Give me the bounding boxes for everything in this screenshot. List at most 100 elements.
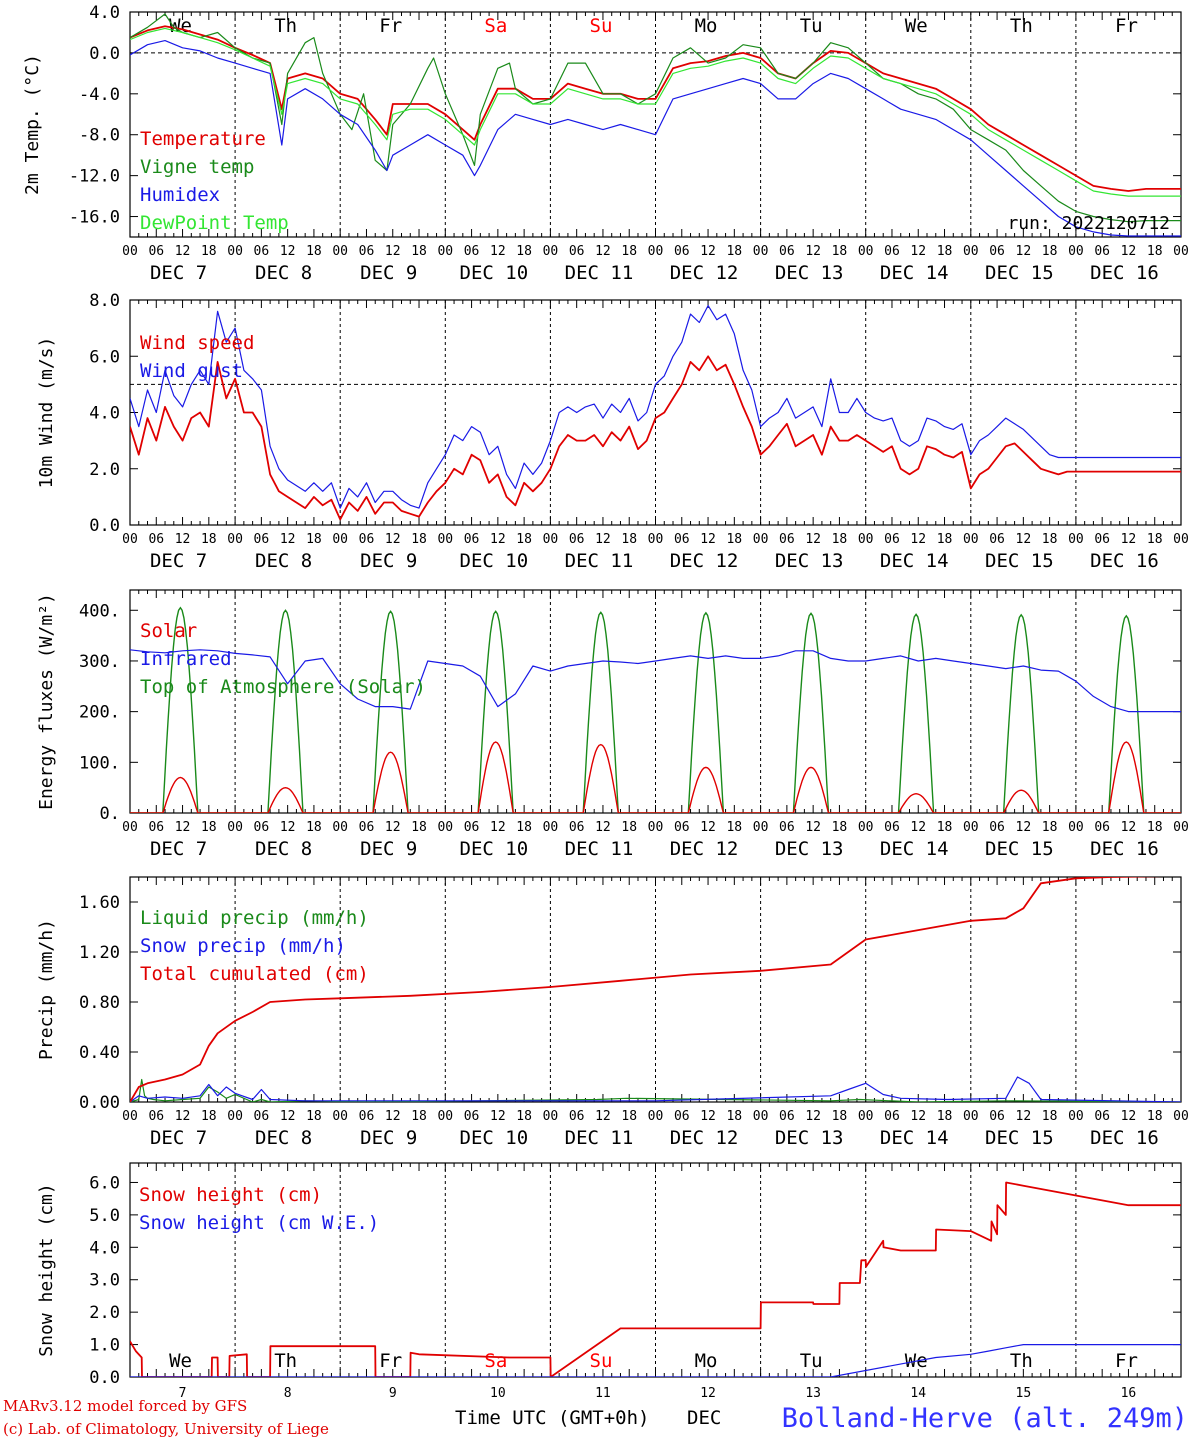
x-tick-label: 00 <box>227 820 243 835</box>
x-tick-label: 06 <box>359 1109 375 1124</box>
day-label: DEC 9 <box>360 550 417 572</box>
x-tick-label: 13 <box>805 1386 821 1401</box>
weekday-label: Su <box>590 15 613 37</box>
x-tick-label: 12 <box>175 532 191 547</box>
x-tick-label: 06 <box>569 532 585 547</box>
x-tick-label: 12 <box>805 1109 821 1124</box>
x-tick-label: 00 <box>753 1109 769 1124</box>
x-tick-label: 00 <box>1173 820 1189 835</box>
day-label: DEC 10 <box>460 1127 529 1149</box>
x-tick-label: 00 <box>963 532 979 547</box>
x-tick-label: 00 <box>332 532 348 547</box>
day-label: DEC 7 <box>150 550 207 572</box>
x-tick-label: 06 <box>359 820 375 835</box>
day-label: DEC 8 <box>255 550 312 572</box>
x-tick-label: 8 <box>284 1386 292 1401</box>
legend-entry: DewPoint Temp <box>140 212 289 234</box>
x-tick-label: 12 <box>280 244 296 259</box>
x-tick-label: 18 <box>621 820 637 835</box>
x-tick-label: 00 <box>648 820 664 835</box>
x-tick-label: 06 <box>148 244 164 259</box>
day-label: DEC 7 <box>150 1127 207 1149</box>
series-line <box>130 40 1181 237</box>
x-tick-label: 00 <box>543 1109 559 1124</box>
day-label: DEC 12 <box>670 1127 739 1149</box>
x-tick-label: 18 <box>1147 820 1163 835</box>
day-label: DEC 7 <box>150 262 207 284</box>
x-tick-label: 06 <box>569 1109 585 1124</box>
x-tick-label: 06 <box>1094 532 1110 547</box>
x-tick-label: 00 <box>227 1109 243 1124</box>
x-tick-label: 06 <box>779 244 795 259</box>
day-label: DEC 10 <box>460 550 529 572</box>
x-tick-label: 12 <box>385 244 401 259</box>
x-tick-label: 06 <box>989 244 1005 259</box>
x-tick-label: 7 <box>179 1386 187 1401</box>
legend-entry: Liquid precip (mm/h) <box>140 907 369 929</box>
x-tick-label: 18 <box>937 820 953 835</box>
day-label: DEC 11 <box>565 1127 634 1149</box>
day-label: DEC 11 <box>565 838 634 860</box>
x-tick-label: 06 <box>359 244 375 259</box>
x-tick-label: 12 <box>490 532 506 547</box>
x-tick-label: 00 <box>543 820 559 835</box>
y-tick-label: 300. <box>79 652 120 672</box>
x-tick-label: 12 <box>910 1109 926 1124</box>
plot-area <box>130 606 1181 813</box>
x-tick-label: 06 <box>1094 244 1110 259</box>
x-tick-label: 12 <box>280 1109 296 1124</box>
x-tick-label: 00 <box>1173 1109 1189 1124</box>
y-tick-label: 4.0 <box>89 1238 120 1258</box>
y-tick-label: -8.0 <box>79 126 120 146</box>
y-tick-label: 2.0 <box>89 1303 120 1323</box>
x-tick-label: 00 <box>227 244 243 259</box>
wind-panel: 8.0 6.0 4.0 2.0 0.0 10m Wind (m/s) 00 06 12 18 DEC… <box>36 291 1189 572</box>
day-label: DEC 11 <box>565 550 634 572</box>
x-tick-label: 00 <box>437 532 453 547</box>
x-tick-label: 18 <box>306 820 322 835</box>
x-tick-label: 18 <box>621 244 637 259</box>
x-tick-label: 06 <box>674 532 690 547</box>
y-tick-label: 6.0 <box>89 1173 120 1193</box>
x-tick-label: 18 <box>832 1109 848 1124</box>
y-tick-label: 0.0 <box>89 516 120 536</box>
x-tick-label: 18 <box>832 532 848 547</box>
x-tick-label: 06 <box>674 244 690 259</box>
legend-entry: Snow height (cm W.E.) <box>139 1212 379 1234</box>
y-axis-label: Snow height (cm) <box>36 1183 57 1356</box>
x-tick-label: 12 <box>280 820 296 835</box>
x-tick-label: 12 <box>385 820 401 835</box>
x-tick-label: 00 <box>753 244 769 259</box>
legend-entry: Temperature <box>140 128 266 150</box>
x-tick-label: 12 <box>1121 1109 1137 1124</box>
x-tick-label: 18 <box>1147 1109 1163 1124</box>
x-tick-label: 12 <box>1121 244 1137 259</box>
x-tick-label: 00 <box>437 1109 453 1124</box>
y-tick-label: 3.0 <box>89 1271 120 1291</box>
weekday-label: We <box>905 15 928 37</box>
day-label: DEC 15 <box>985 838 1054 860</box>
legend-entry: Infrared <box>140 648 232 670</box>
x-tick-label: 18 <box>621 1109 637 1124</box>
x-tick-label: 00 <box>1068 820 1084 835</box>
weekday-label: Tu <box>800 1350 823 1372</box>
y-tick-label: 0.80 <box>79 993 120 1013</box>
y-tick-label: 1.0 <box>89 1336 120 1356</box>
weekday-label: We <box>169 1350 192 1372</box>
x-tick-label: 00 <box>122 532 138 547</box>
x-tick-label: 06 <box>464 532 480 547</box>
x-tick-label: 12 <box>1016 820 1032 835</box>
station-label: Bolland-Herve (alt. 249m) <box>782 1403 1188 1434</box>
series-line <box>130 13 1181 223</box>
y-tick-label: 0.00 <box>79 1093 120 1113</box>
day-label: DEC 15 <box>985 262 1054 284</box>
x-tick-label: 00 <box>858 532 874 547</box>
x-tick-label: 06 <box>674 820 690 835</box>
x-tick-label: 18 <box>411 820 427 835</box>
x-tick-label: 00 <box>332 820 348 835</box>
x-tick-label: 06 <box>1094 820 1110 835</box>
day-label: DEC 12 <box>670 262 739 284</box>
y-tick-label: 4.0 <box>89 404 120 424</box>
x-tick-label: 12 <box>700 1109 716 1124</box>
